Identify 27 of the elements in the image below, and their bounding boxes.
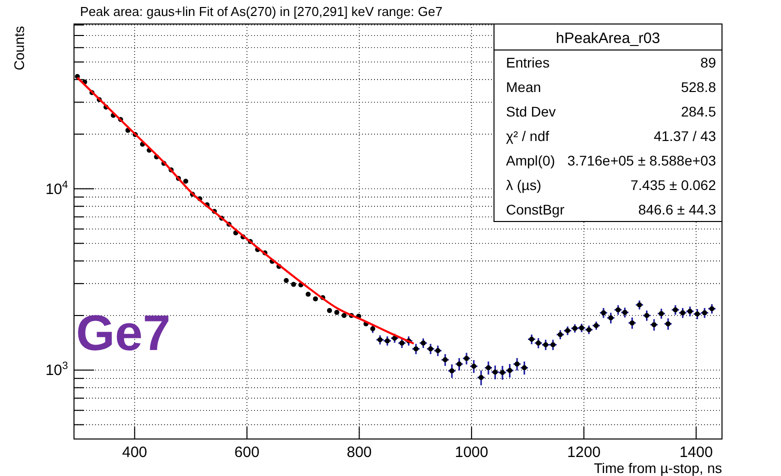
- annotation: 846.6 ± 44.3: [638, 202, 716, 218]
- annotation: hPeakArea_r03: [556, 30, 660, 47]
- x-tick-label: 400: [122, 444, 148, 461]
- y-tick-label: 10$^{3}$: [45, 360, 68, 380]
- x-tick-label: 1400: [679, 444, 713, 461]
- x-axis-title: Time from µ-stop, ns: [594, 460, 722, 476]
- y-tick-label: 10$^{4}$: [45, 178, 68, 198]
- annotation: 7.435 ± 0.062: [630, 177, 716, 194]
- annotation: Ge7: [76, 305, 171, 361]
- annotation: ConstBgr: [506, 202, 565, 218]
- annotation: Std Dev: [506, 104, 556, 120]
- annotation: Ampl(0): [506, 152, 556, 169]
- x-tick-label: 1200: [567, 444, 601, 461]
- annotation: 89: [700, 54, 716, 71]
- annotation: Entries: [506, 54, 550, 71]
- annotation: Mean: [506, 79, 542, 96]
- x-tick-label: 800: [346, 444, 372, 461]
- x-tick-label: 600: [234, 444, 260, 461]
- x-tick-label: 1000: [454, 444, 488, 461]
- annotation: 284.5: [680, 104, 716, 120]
- y-axis-title: Counts: [11, 26, 27, 70]
- annotation: 41.37 / 43: [654, 128, 716, 144]
- annotation: λ (µs): [506, 177, 542, 194]
- annotation: 528.8: [680, 79, 716, 96]
- annotation: χ² / ndf: [506, 128, 550, 144]
- chart-title: Peak area: gaus+lin Fit of As(270) in [270,291] keV range: Ge7: [80, 4, 442, 19]
- annotation: 3.716e+05 ± 8.588e+03: [567, 152, 716, 169]
